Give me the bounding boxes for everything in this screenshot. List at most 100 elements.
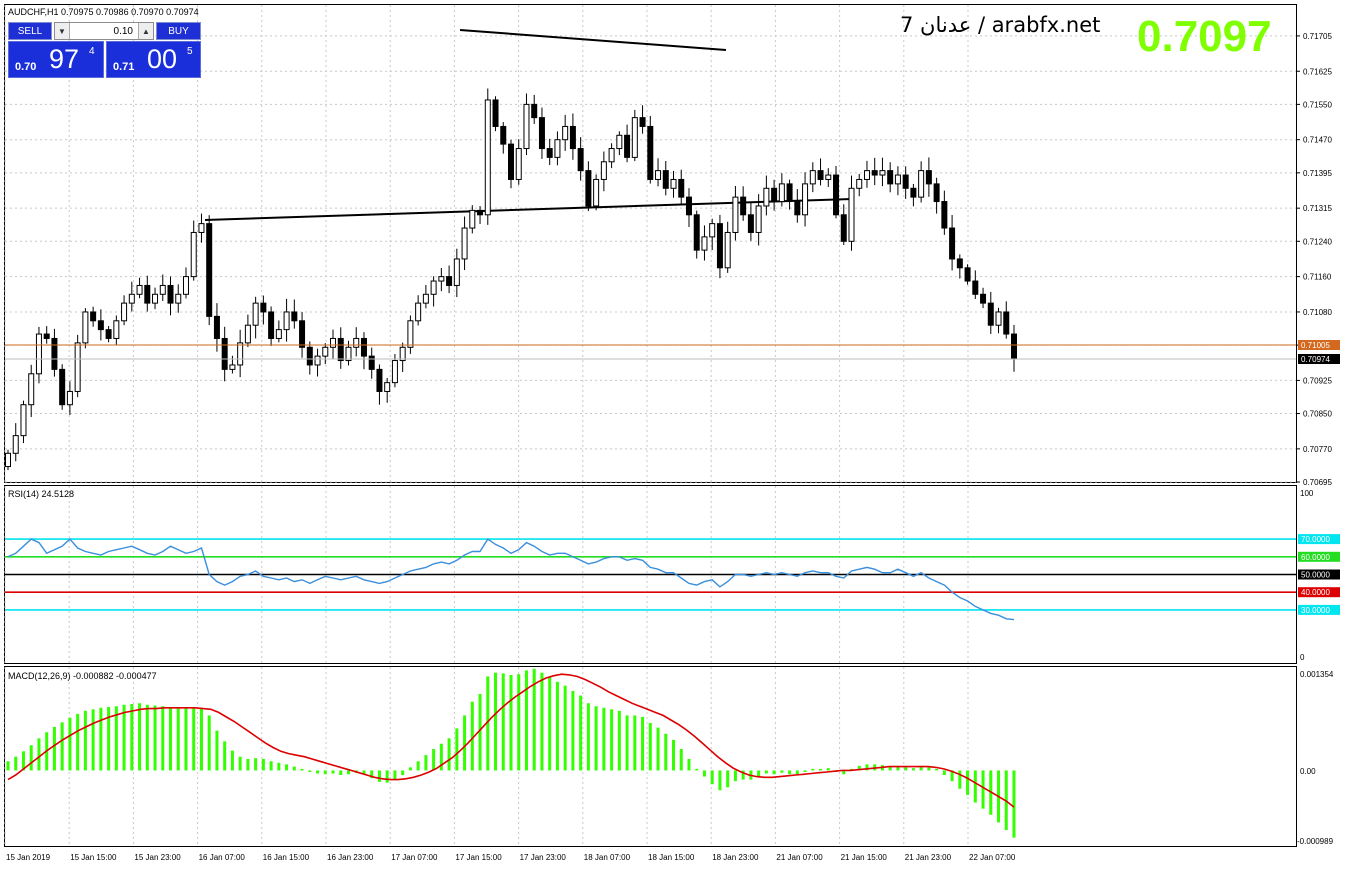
candle-bear [747, 214, 754, 233]
macd-bar [687, 758, 691, 771]
macd-bar [377, 770, 381, 782]
macd-bar [184, 708, 188, 771]
candle-bull [175, 293, 182, 304]
macd-bar [370, 770, 374, 779]
lot-size-stepper[interactable]: ▼ ▲ [54, 22, 154, 40]
candle-bull [430, 280, 437, 295]
candle-bull [461, 227, 468, 260]
candle-bear [213, 315, 220, 339]
macd-bar [594, 706, 598, 771]
candle-bull [198, 223, 205, 233]
candle-bull [322, 346, 329, 357]
macd-bar [927, 767, 931, 771]
macd-bar [896, 765, 900, 771]
candle-bull [244, 324, 251, 344]
macd-bar [679, 749, 683, 771]
rsi-level-label: 60.0000 [1301, 553, 1330, 562]
macd-bar [401, 770, 405, 776]
candle-bear [43, 333, 50, 339]
macd-bar [966, 770, 970, 795]
sell-quote[interactable]: 0.70 97 4 [8, 41, 104, 78]
candle-bear [105, 329, 112, 339]
macd-bar [602, 707, 606, 771]
macd-bar [795, 770, 799, 775]
candle-bull [35, 333, 42, 375]
candle-bull [252, 302, 259, 326]
rsi-panel-frame [4, 485, 1297, 664]
candles [5, 88, 1017, 471]
macd-bar [122, 704, 126, 771]
rsi-levels: 70.0000 60.0000 50.0000 40.0000 30.0000 [5, 534, 1340, 615]
candle-bear [639, 117, 646, 127]
macd-bar [911, 768, 915, 771]
time-tick-label: 16 Jan 15:00 [263, 853, 310, 862]
macd-bar [91, 709, 95, 771]
candle-bear [794, 201, 801, 216]
macd-bar [664, 733, 668, 771]
candle-bear [925, 170, 932, 185]
candle-bear [740, 196, 747, 216]
rsi-level-tag [1298, 551, 1340, 562]
macd-bar [300, 768, 304, 771]
watermark-text: 7 عدنان / arabfx.net [900, 13, 1101, 37]
candle-bear [685, 196, 692, 216]
macd-bar [323, 770, 327, 775]
macd-bar [548, 677, 552, 771]
trendline-top[interactable] [459, 29, 727, 51]
rsi-level-label: 40.0000 [1301, 588, 1330, 597]
chevron-down-icon[interactable]: ▼ [55, 23, 70, 39]
big-price-display: 0.7097 [1137, 12, 1272, 61]
chevron-up-icon[interactable]: ▲ [138, 23, 153, 39]
macd-bar [981, 770, 985, 809]
candle-bear [59, 368, 66, 406]
candle-bull [562, 125, 569, 141]
candle-bull [469, 209, 476, 229]
macd-bar [37, 738, 41, 771]
macd-bar [1012, 770, 1016, 838]
candle-bear [90, 311, 97, 322]
time-tick-label: 21 Jan 15:00 [841, 853, 888, 862]
candle-bull [28, 373, 35, 406]
candle-bear [941, 201, 948, 229]
macd-bar [308, 770, 312, 772]
price-tick-label: 0.70770 [1303, 445, 1332, 454]
macd-panel-frame [4, 666, 1297, 847]
macd-bar [52, 726, 56, 771]
time-tick-label: 18 Jan 07:00 [584, 853, 631, 862]
trendline-neckline[interactable] [204, 198, 853, 221]
candle-bull [709, 223, 716, 238]
price-tick-label: 0.71315 [1303, 204, 1332, 213]
candle-bear [260, 302, 267, 313]
candle-bear [1011, 333, 1017, 360]
candle-bull [399, 346, 406, 362]
candle-bear [376, 368, 383, 392]
macd-bar [826, 768, 830, 771]
candle-bull [778, 183, 785, 203]
macd-bar [617, 710, 621, 771]
macd-bar [145, 704, 149, 771]
price-tick-label: 0.71240 [1303, 237, 1332, 246]
buy-button[interactable]: BUY [156, 22, 201, 40]
macd-bar [540, 672, 544, 771]
time-axis: 15 Jan 2019 15 Jan 15:00 15 Jan 23:00 16 Ja… [6, 853, 1016, 862]
macd-bar [524, 670, 528, 771]
buy-quote[interactable]: 0.71 00 5 [106, 41, 201, 78]
candle-bear [577, 148, 584, 172]
time-tick-label: 16 Jan 23:00 [327, 853, 374, 862]
candle-bull [74, 342, 81, 392]
macd-signal-line [7, 673, 1015, 808]
macd-bar [130, 703, 134, 771]
candle-bull [484, 99, 491, 216]
candle-bull [20, 404, 27, 437]
macd-bar [408, 767, 412, 771]
macd-bar [470, 701, 474, 771]
candle-bear [693, 214, 700, 251]
candle-bear [949, 227, 956, 260]
macd-bar [331, 770, 335, 774]
sell-button[interactable]: SELL [8, 22, 52, 40]
lot-size-input[interactable] [71, 23, 137, 39]
time-tick-label: 18 Jan 23:00 [712, 853, 759, 862]
candle-bear [221, 337, 228, 370]
candle-bear [910, 187, 917, 198]
price-tick-label: 0.70695 [1303, 478, 1332, 487]
